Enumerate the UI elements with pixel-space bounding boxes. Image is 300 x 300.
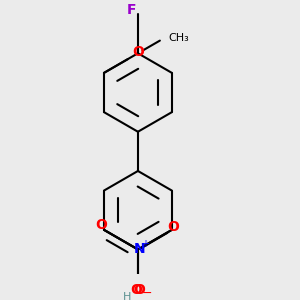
Text: H: H	[123, 292, 132, 300]
Text: O: O	[95, 218, 107, 232]
Text: N: N	[134, 242, 145, 256]
Text: −: −	[142, 287, 152, 300]
Text: O: O	[134, 283, 146, 297]
Text: O: O	[130, 283, 142, 297]
Text: O: O	[132, 45, 144, 59]
Text: O: O	[167, 220, 179, 234]
Text: F: F	[127, 2, 136, 16]
Text: +: +	[142, 239, 149, 249]
Text: CH₃: CH₃	[168, 33, 189, 43]
